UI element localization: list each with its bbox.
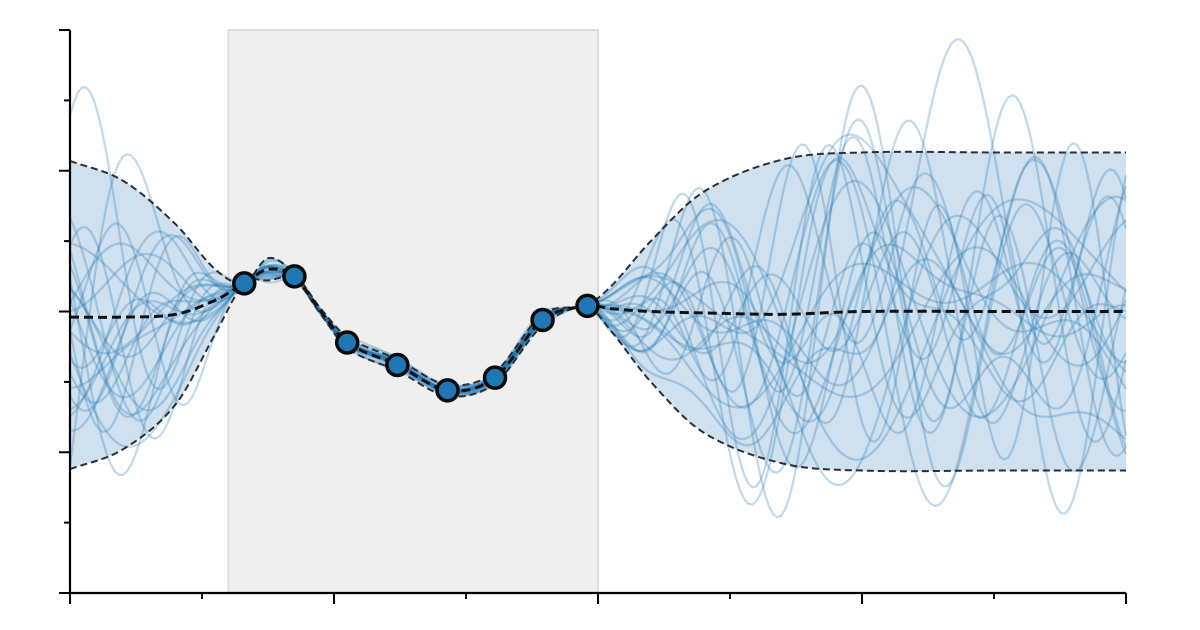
observation-point [231, 271, 257, 296]
axes [59, 29, 1127, 604]
observation-point [282, 264, 307, 289]
plot-area [68, 29, 1128, 594]
observation-point [435, 378, 460, 403]
observation-point [530, 307, 555, 333]
observation-point [385, 352, 410, 378]
y-ticks [59, 29, 70, 594]
observation-points [231, 264, 600, 403]
observation-point [575, 293, 600, 319]
x-ticks [69, 593, 1127, 604]
observation-point [334, 330, 360, 355]
observation-point [482, 365, 508, 390]
